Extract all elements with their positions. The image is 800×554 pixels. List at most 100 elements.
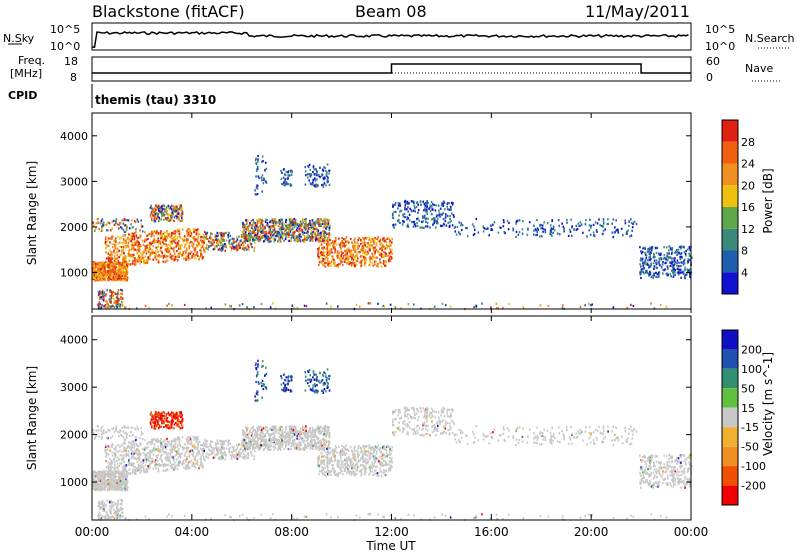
power-cell-3273 bbox=[407, 223, 409, 226]
power-cell-2393 bbox=[298, 228, 301, 231]
power-cell-2536 bbox=[374, 240, 376, 243]
power-cell-3249 bbox=[415, 205, 418, 209]
power-cell-616 bbox=[107, 305, 110, 308]
power-cell-1928 bbox=[256, 232, 259, 235]
power-cell-654 bbox=[151, 230, 153, 233]
power-cell-3484 bbox=[490, 228, 493, 231]
power-cell-2691 bbox=[352, 258, 355, 261]
velocity-cell-485 bbox=[112, 474, 114, 477]
power-cell-3487 bbox=[508, 221, 510, 225]
power-cell-1200 bbox=[197, 228, 199, 231]
power-cell-3877 bbox=[626, 306, 628, 309]
power-cell-2409 bbox=[276, 233, 278, 236]
power-colorbar-tick-0: 28 bbox=[741, 136, 755, 149]
power-cell-3534 bbox=[466, 235, 469, 238]
power-cell-918 bbox=[117, 242, 119, 245]
velocity-cell-977 bbox=[117, 469, 120, 472]
power-cell-3368 bbox=[533, 229, 535, 232]
power-cell-1554 bbox=[101, 225, 103, 228]
velocity-cell-825 bbox=[146, 455, 148, 458]
power-cell-689 bbox=[171, 242, 173, 246]
power-cell-910 bbox=[200, 246, 202, 250]
velocity-cell-614 bbox=[100, 517, 103, 520]
velocity-cell-727 bbox=[169, 453, 172, 456]
power-cell-2398 bbox=[267, 240, 269, 243]
power-colorbar-tick-6: 4 bbox=[741, 266, 748, 279]
power-cell-3776 bbox=[653, 265, 656, 268]
power-cell-3447 bbox=[518, 219, 521, 222]
power-cell-2612 bbox=[390, 251, 392, 254]
power-cell-145 bbox=[97, 269, 99, 272]
power-cell-3642 bbox=[681, 261, 683, 264]
power-cell-2079 bbox=[257, 228, 259, 232]
velocity-cell-145 bbox=[97, 479, 99, 482]
power-cell-1155 bbox=[132, 244, 134, 247]
power-cell-3411 bbox=[571, 225, 573, 228]
power-cell-2995 bbox=[258, 177, 260, 180]
power-cell-2132 bbox=[262, 240, 265, 243]
power-cell-1637 bbox=[240, 243, 243, 246]
velocity-cell-853 bbox=[135, 442, 138, 445]
power-cell-3387 bbox=[589, 233, 592, 236]
velocity-cell-564 bbox=[104, 515, 107, 518]
power-cell-3289 bbox=[394, 202, 397, 205]
velocity-cell-406 bbox=[122, 487, 125, 490]
power-cell-3661 bbox=[639, 246, 641, 249]
power-cell-2414 bbox=[321, 222, 324, 225]
power-cell-2310 bbox=[307, 234, 309, 237]
power-cell-3183 bbox=[399, 204, 402, 207]
velocity-cell-332 bbox=[92, 474, 94, 477]
power-cell-2348 bbox=[248, 230, 250, 233]
power-cell-1246 bbox=[123, 234, 126, 237]
power-cell-3199 bbox=[434, 209, 437, 212]
power-cell-3322 bbox=[426, 208, 428, 211]
power-cell-3420 bbox=[549, 229, 552, 232]
power-cell-2745 bbox=[357, 251, 359, 255]
power-cell-2739 bbox=[327, 259, 329, 262]
power-cell-433 bbox=[123, 271, 125, 274]
power-cell-659 bbox=[138, 256, 140, 259]
power-cell-1872 bbox=[256, 223, 259, 226]
power-cell-1613 bbox=[236, 236, 238, 239]
power-cell-1760 bbox=[227, 236, 230, 239]
velocity-cell-628 bbox=[107, 465, 110, 468]
velocity-cell-444 bbox=[108, 488, 110, 491]
power-cell-1351 bbox=[163, 218, 165, 221]
power-cell-833 bbox=[145, 259, 148, 262]
power-cell-2736 bbox=[330, 264, 332, 267]
velocity-cell-685 bbox=[197, 463, 199, 466]
power-cell-905 bbox=[123, 260, 126, 263]
velocity-cell-474 bbox=[119, 479, 122, 483]
power-cell-1108 bbox=[152, 240, 154, 243]
power-cell-1316 bbox=[123, 263, 126, 266]
velocity-cell-518 bbox=[114, 510, 117, 514]
power-cell-2460 bbox=[315, 234, 317, 237]
power-cell-2599 bbox=[325, 256, 328, 259]
velocity-cell-645 bbox=[139, 465, 142, 468]
power-cell-3481 bbox=[473, 225, 475, 228]
power-cell-3283 bbox=[440, 202, 443, 205]
power-cell-3901 bbox=[293, 307, 295, 310]
power-cell-2392 bbox=[309, 227, 311, 230]
power-cell-3125 bbox=[312, 165, 315, 168]
power-cell-3472 bbox=[630, 218, 632, 221]
power-cell-1013 bbox=[119, 237, 121, 240]
power-cell-1893 bbox=[317, 230, 319, 233]
velocity-cell-805 bbox=[125, 469, 127, 472]
power-cell-2337 bbox=[277, 232, 279, 235]
power-cell-2988 bbox=[260, 176, 263, 179]
power-cell-442 bbox=[96, 266, 99, 269]
power-cell-2765 bbox=[354, 237, 356, 240]
power-cell-1061 bbox=[148, 243, 151, 246]
power-cell-1353 bbox=[178, 208, 180, 211]
power-cell-3723 bbox=[643, 272, 645, 275]
velocity-cell-466 bbox=[94, 472, 97, 475]
power-cell-3271 bbox=[393, 211, 395, 214]
power-cell-3091 bbox=[326, 171, 328, 174]
power-cell-1571 bbox=[124, 219, 126, 222]
power-cell-423 bbox=[120, 273, 122, 277]
velocity-cell-659 bbox=[138, 465, 140, 468]
power-cell-2363 bbox=[279, 240, 282, 243]
velocity-cell-901 bbox=[191, 452, 193, 456]
power-cell-3839 bbox=[674, 268, 677, 272]
